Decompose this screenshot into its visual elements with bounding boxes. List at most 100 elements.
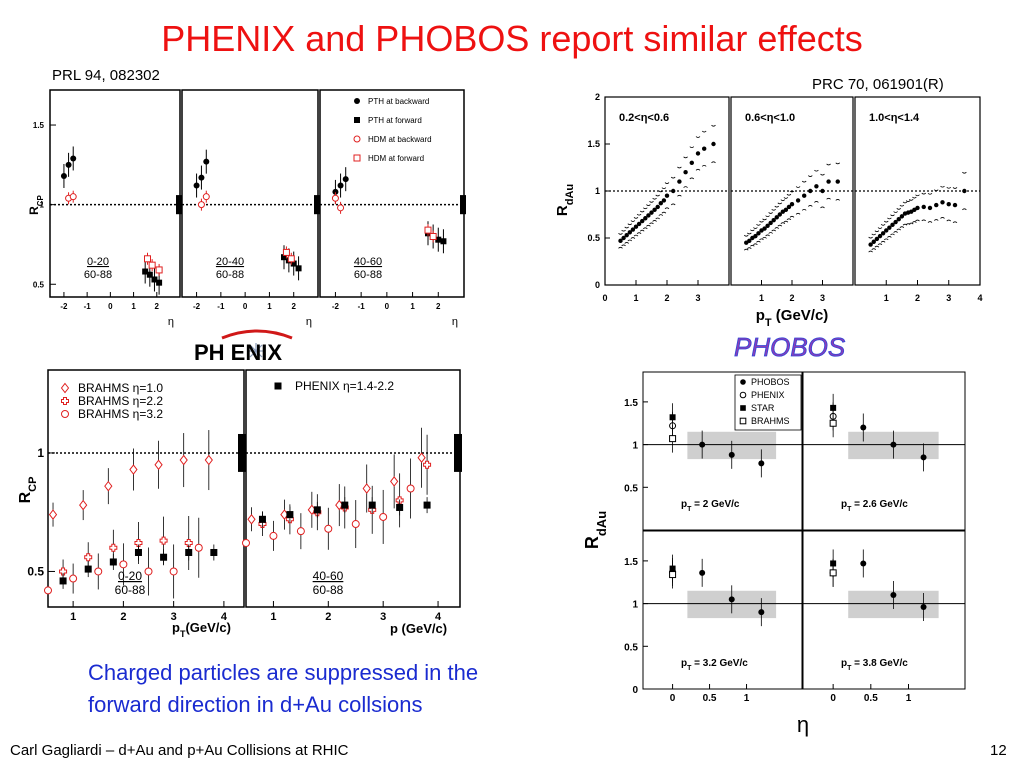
pt-label: pT = 3.2 GeV/c [681,658,748,672]
data-point [84,565,92,573]
x-tick-label: 2 [291,302,296,311]
data-point [290,260,297,267]
data-point [160,553,168,561]
data-point [396,503,404,511]
data-point [154,459,163,471]
data-point [880,231,886,236]
systematic-bracket [962,171,967,211]
legend-label: BRAHMS [751,416,790,426]
y-tick-label: 1.5 [33,121,45,130]
x-tick-label: 1 [759,293,764,303]
data-point [890,441,897,448]
data-point [204,454,213,466]
systematic-bracket [783,197,789,223]
data-point [762,226,767,231]
data-point [119,560,128,569]
systematic-box [238,433,246,472]
data-point [640,218,645,224]
data-point [868,242,873,247]
panel-frame [47,369,245,608]
systematic-bracket [820,173,825,209]
centrality-label: 60-88 [313,583,344,597]
x-tick-label: 1 [70,611,76,623]
systematic-bracket [890,214,895,236]
systematic-bracket [630,220,636,239]
data-point [829,569,837,577]
systematic-bracket [933,189,939,221]
x-tick-label: 1 [744,693,750,704]
x-tick-label: 0 [670,693,676,704]
x-tick-label: 3 [820,293,825,303]
data-point [652,207,657,212]
centrality-label: 60-88 [115,583,146,597]
eta-range-label: 0.2<η<0.6 [619,112,669,124]
x-tick-label: 0.5 [864,693,878,704]
eta-range-label: 0.6<η<1.0 [745,112,795,124]
data-point [860,424,867,431]
data-point [144,567,153,576]
data-point [940,200,945,205]
panel-frame [49,89,181,298]
systematic-bracket [801,180,807,211]
data-point [194,543,203,552]
data-point [48,509,58,520]
systematic-bracket [701,130,707,167]
systematic-bracket [774,205,780,229]
systematic-bracket [887,217,892,238]
systematic-box [176,195,182,215]
data-point [313,506,321,514]
caption-line-2: forward direction in d+Au collsions [88,692,423,717]
y-axis-label: RdAu [554,184,576,216]
data-point [777,212,782,217]
systematic-bracket [646,204,651,227]
data-point [423,460,432,469]
data-point [630,227,636,232]
data-point [342,176,349,183]
x-tick-label: 1 [884,293,889,303]
data-point [890,222,895,228]
systematic-bracket [756,223,761,243]
data-point [197,201,205,209]
data-point [927,205,933,211]
systematic-bracket [661,187,667,214]
y-axis-label: RdAu [582,511,609,549]
x-tick-label: 2 [436,302,441,311]
data-point [758,460,765,467]
y-tick-label: 1 [595,186,600,196]
data-point [786,204,792,210]
data-point [633,224,639,229]
systematic-bracket [695,136,701,171]
data-point [728,596,735,603]
legend-marker [353,154,361,162]
rdau-eta-panel-1: pT = 2 GeV/c 0.5 1 1.5 [624,371,803,531]
x-tick-label: 1 [267,302,272,311]
phobos-logo-text: PHOBOS [734,332,846,362]
systematic-bracket [759,220,764,241]
systematic-bracket [902,201,908,226]
data-point [649,210,654,215]
data-point [94,567,103,576]
data-point [295,265,302,272]
panel-frame [802,530,966,690]
systematic-bracket [636,213,642,234]
data-point [820,188,825,194]
data-point [148,261,156,269]
rdau-eta-panel-4: pT = 3.8 GeV/c 0 0.5 1 [802,530,966,704]
y-axis-label: RCP [27,194,45,214]
legend-label: STAR [751,403,775,413]
x-tick-label: 4 [221,611,228,623]
x-tick-label: -2 [193,302,201,311]
data-point [286,511,294,519]
data-point [915,205,920,211]
data-point [440,238,447,245]
data-point [202,193,210,201]
data-point [702,146,707,151]
x-tick-label: 2 [325,611,331,623]
x-tick-label: 1 [633,293,638,303]
systematic-bracket [683,156,688,188]
x-tick-label: 3 [171,611,177,623]
systematic-bracket [652,197,657,222]
x-axis-label: η [797,712,809,737]
data-point [146,271,153,278]
